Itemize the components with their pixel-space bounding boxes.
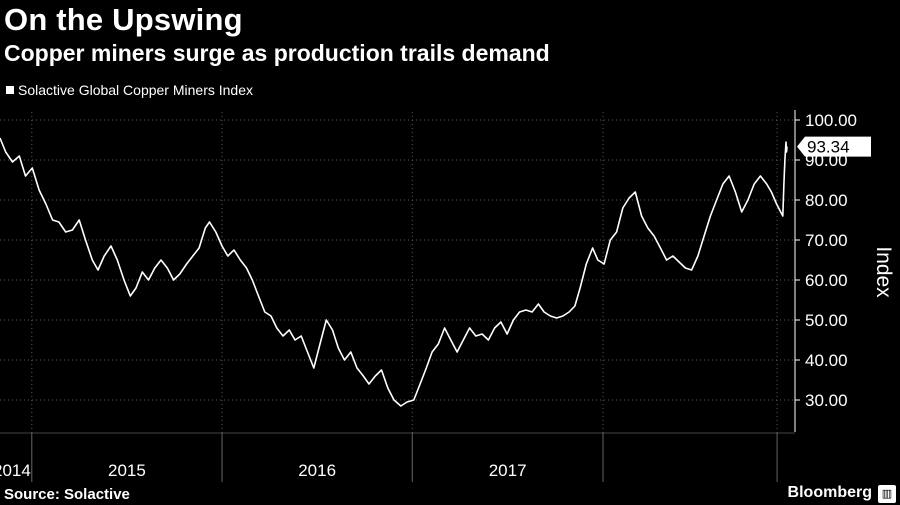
last-value-label: 93.34 <box>807 138 850 157</box>
y-tick-label: 70.00 <box>805 231 848 250</box>
chart-title: On the Upswing <box>4 2 243 37</box>
axes <box>0 110 800 482</box>
y-tick-label: 50.00 <box>805 311 848 330</box>
legend-label: Solactive Global Copper Miners Index <box>18 82 254 98</box>
y-tick-label: 60.00 <box>805 271 848 290</box>
x-tick-label: 2015 <box>108 461 146 480</box>
series-layer <box>0 137 788 407</box>
y-tick-label: 30.00 <box>805 391 848 410</box>
y-tick-label: 40.00 <box>805 351 848 370</box>
series-line <box>0 137 788 407</box>
source-note: Source: Solactive <box>4 486 130 503</box>
last-value-callout: 93.34 <box>797 136 871 157</box>
y-tick-label: 80.00 <box>805 191 848 210</box>
y-tick-label: 100.00 <box>805 111 857 130</box>
labels: 30.0040.0050.0060.0070.0080.0090.00100.0… <box>0 111 895 480</box>
x-tick-label: 2016 <box>298 461 336 480</box>
x-tick-label: 2017 <box>489 461 527 480</box>
y-axis-title: Index <box>872 246 895 298</box>
legend-swatch <box>6 86 14 94</box>
chart-subtitle: Copper miners surge as production trails… <box>4 40 550 66</box>
grid-lines <box>0 112 795 432</box>
brand-logo: Bloomberg <box>787 484 872 501</box>
bloomberg-terminal-icon: ▥ <box>878 485 896 503</box>
x-tick-label: 2014 <box>0 461 31 480</box>
legend: Solactive Global Copper Miners Index <box>6 82 253 98</box>
last-value-badge <box>797 136 871 157</box>
